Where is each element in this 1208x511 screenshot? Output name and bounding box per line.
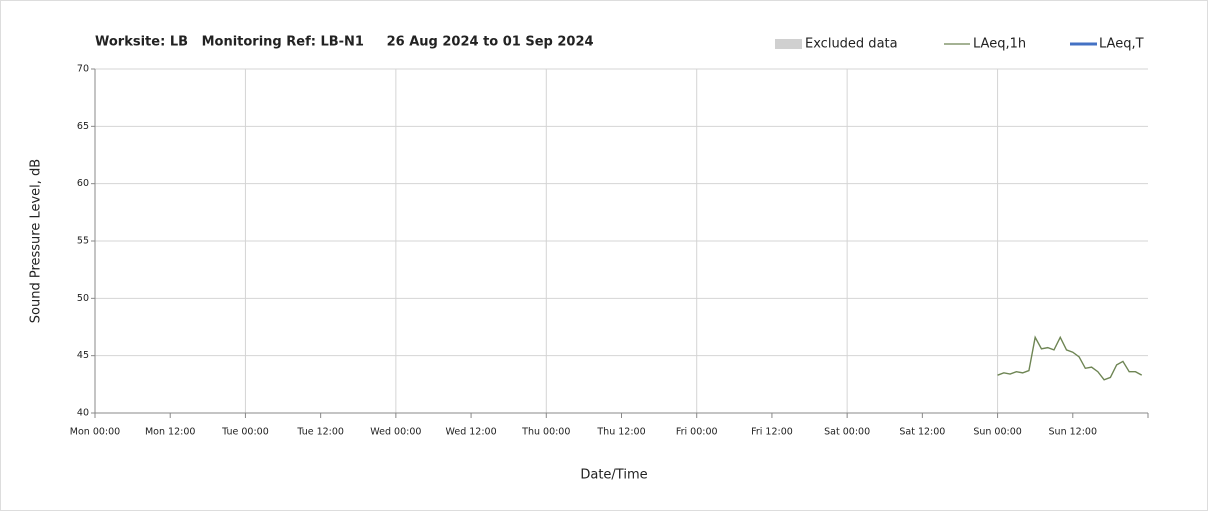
series-line [997,335,1143,381]
y-tick-label: 50 [77,293,89,304]
y-axis-label: Sound Pressure Level, dB [29,159,44,323]
x-tick-label: Sat 12:00 [899,427,945,438]
y-tick-label: 70 [77,64,89,75]
legend-label: LAeq,1h [973,37,1026,52]
legend-label: LAeq,T [1099,37,1144,52]
x-tick-label: Thu 12:00 [596,427,645,438]
x-tick-label: Tue 00:00 [221,427,269,438]
y-tick-label: 60 [77,178,89,189]
x-tick-label: Thu 00:00 [521,427,570,438]
x-tick-label: Mon 00:00 [70,427,120,438]
x-tick-label: Sat 00:00 [824,427,870,438]
y-tick-label: 65 [77,121,89,132]
legend-swatch [775,39,802,49]
x-tick-label: Tue 12:00 [296,427,344,438]
x-tick-label: Sun 12:00 [1049,427,1097,438]
x-tick-label: Fri 00:00 [676,427,718,438]
x-tick-label: Sun 00:00 [973,427,1021,438]
legend-label: Excluded data [805,37,898,52]
x-tick-label: Wed 12:00 [446,427,497,438]
y-tick-label: 40 [77,408,89,419]
x-tick-label: Mon 12:00 [145,427,195,438]
y-tick-label: 45 [77,350,89,361]
x-axis-label: Date/Time [580,468,647,483]
chart-title: Worksite: LB Monitoring Ref: LB-N1 26 Au… [95,35,594,50]
x-tick-label: Wed 00:00 [370,427,421,438]
y-tick-label: 55 [77,236,89,247]
x-tick-label: Fri 12:00 [751,427,793,438]
